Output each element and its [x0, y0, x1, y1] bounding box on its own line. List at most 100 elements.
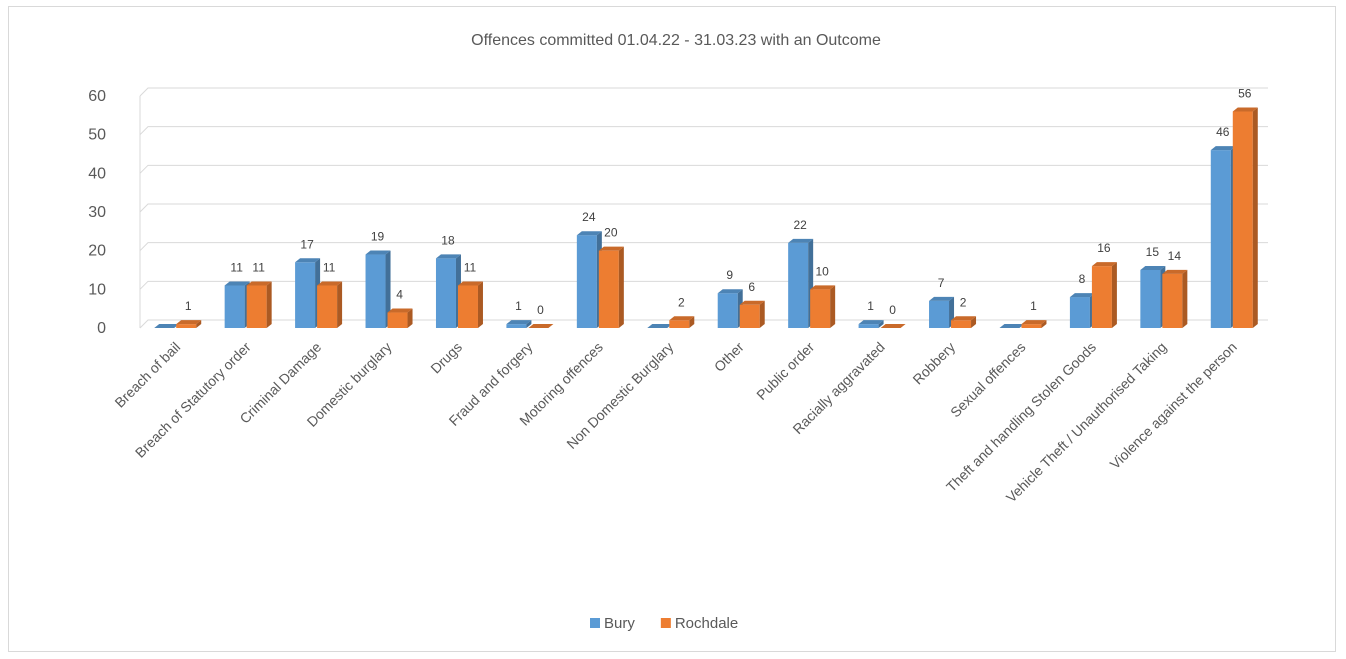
- bar-side: [266, 281, 272, 328]
- data-label: 1: [1030, 299, 1037, 313]
- data-label: 56: [1238, 86, 1252, 100]
- bar-front: [1232, 111, 1253, 328]
- x-tick-label: Other: [711, 339, 747, 375]
- bar-top: [1232, 107, 1258, 112]
- bar-top: [295, 258, 321, 263]
- data-label: 22: [793, 218, 807, 232]
- data-label: 2: [678, 295, 685, 309]
- gridlines: [139, 87, 1268, 329]
- bar-side: [878, 320, 884, 328]
- x-tick-label: Breach of bail: [111, 339, 183, 411]
- bar-side: [1111, 262, 1117, 328]
- bar-front: [1140, 270, 1161, 328]
- legend-swatch: [660, 618, 671, 628]
- data-label: 18: [441, 233, 455, 247]
- legend: Bury Rochdale: [590, 615, 738, 632]
- bar-top: [999, 324, 1025, 328]
- y-tick-label: 60: [88, 88, 106, 105]
- bar-top: [1162, 269, 1188, 274]
- bar-side: [1252, 107, 1258, 328]
- bar-rochdale: [598, 246, 624, 328]
- data-label: 1: [867, 299, 874, 313]
- y-tick-label: 20: [88, 243, 106, 260]
- y-tick-label: 30: [88, 204, 106, 221]
- bar-rochdale: [739, 300, 765, 328]
- bar-front: [788, 242, 809, 328]
- bar-bury: [647, 324, 673, 328]
- legend-item-rochdale: Rochdale: [660, 615, 738, 632]
- bar-top: [598, 246, 624, 251]
- y-axis-ticks: 0 10 20 30 40 50 60: [88, 88, 106, 337]
- bar-front: [1069, 297, 1090, 328]
- data-label: 11: [464, 260, 477, 274]
- bar-side: [689, 316, 695, 328]
- gridline: [139, 164, 1268, 174]
- bar-top: [951, 316, 977, 321]
- bar-bury: [435, 254, 461, 328]
- data-label: 46: [1216, 125, 1230, 139]
- bar-front: [1162, 273, 1183, 328]
- bar-side: [385, 250, 391, 328]
- x-tick-label: Breach of Statutory order: [132, 339, 254, 461]
- bar-bury: [858, 320, 884, 328]
- bar-side: [830, 285, 836, 328]
- bar-bury: [506, 320, 532, 328]
- bar-front: [1210, 150, 1231, 328]
- bar-front: [717, 293, 738, 328]
- bar-rochdale: [1232, 107, 1258, 328]
- bar-front: [576, 235, 597, 328]
- bar-top: [929, 296, 955, 301]
- bar-rochdale: [1162, 269, 1188, 328]
- x-tick-label: Sexual offences: [947, 339, 1029, 421]
- bar-bury: [365, 250, 391, 328]
- legend-label: Rochdale: [675, 615, 738, 632]
- gridline: [139, 87, 1268, 97]
- data-label: 1: [515, 299, 522, 313]
- data-label: 10: [815, 264, 829, 278]
- data-label: 0: [889, 303, 896, 317]
- bar-top: [1069, 293, 1095, 298]
- data-label: 20: [604, 226, 618, 240]
- bar-rochdale: [457, 281, 483, 328]
- bar-front: [669, 320, 690, 328]
- bar-rochdale: [176, 320, 202, 328]
- gridline: [139, 242, 1268, 252]
- bar-side: [526, 320, 532, 328]
- bar-rochdale: [246, 281, 272, 328]
- bar-top: [528, 324, 554, 328]
- bar-bury: [717, 289, 743, 328]
- bar-rochdale: [1021, 320, 1047, 328]
- bar-front: [387, 312, 408, 328]
- x-tick-label: Violence against the person: [1107, 339, 1240, 472]
- bar-top: [1091, 262, 1117, 267]
- x-tick-label: Theft and handling Stolen Goods: [943, 339, 1099, 495]
- data-label: 19: [371, 230, 385, 244]
- bar-side: [337, 281, 343, 328]
- bar-side: [477, 281, 483, 328]
- bar-top: [1021, 320, 1047, 325]
- bar-side: [407, 308, 413, 328]
- bar-front: [598, 250, 619, 328]
- bar-bury: [154, 324, 180, 328]
- bar-top: [246, 281, 272, 286]
- bar-front: [317, 285, 338, 328]
- data-label: 11: [252, 260, 265, 274]
- data-label: 2: [960, 295, 967, 309]
- bar-top: [365, 250, 391, 255]
- bar-side: [759, 300, 765, 328]
- bar-top: [1140, 266, 1166, 270]
- bar-side: [618, 246, 624, 328]
- bar-top: [317, 281, 343, 286]
- data-label: 17: [300, 237, 314, 251]
- bar-bury: [929, 296, 955, 328]
- bar-top: [154, 324, 180, 328]
- bar-top: [387, 308, 413, 313]
- x-tick-label: Public order: [753, 339, 817, 403]
- bar-rochdale: [528, 324, 554, 328]
- gridline: [139, 126, 1268, 136]
- chart-frame: [8, 6, 1336, 652]
- bar-front: [810, 289, 831, 328]
- bar-rochdale: [951, 316, 977, 328]
